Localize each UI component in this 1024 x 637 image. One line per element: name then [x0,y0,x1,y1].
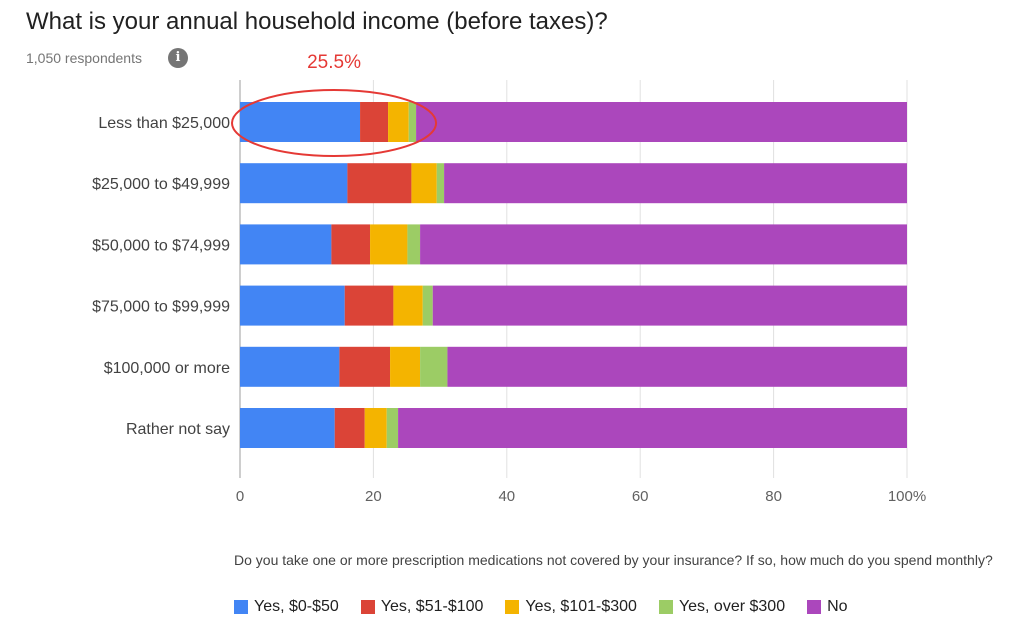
x-tick-label: 0 [236,488,244,505]
bar-segment [407,224,421,265]
bar-segment [444,163,907,204]
legend-swatch [807,600,822,614]
bar-segment [240,285,345,326]
bar-segment [388,102,409,142]
legend-label: No [827,598,848,615]
bar-segment [386,408,399,448]
bar-segment [436,163,445,204]
legend-label: Yes, over $300 [678,598,786,615]
legend-swatch [505,600,520,614]
bar-segment [370,224,408,265]
stacked-bar-chart: 0 20 40 60 80 100% Less than $25,000 $25,000 to… [92,52,926,505]
legend-item: No [807,598,848,616]
bar-segment [393,285,423,326]
category-label: Rather not say [126,421,230,438]
bar-segment [420,346,448,387]
bar-segment [398,408,907,448]
legend-item: Yes, $51-$100 [360,598,484,616]
respondent-count: 1,050 respondents [26,50,142,66]
bar-segment [408,102,417,142]
legend-item: Yes, $0-$50 [234,598,339,616]
annotation-ellipse [231,89,438,157]
bar-segment [416,102,907,142]
info-icon[interactable]: i [168,48,188,68]
x-tick-label: 80 [765,488,782,505]
legend-item: Yes, over $300 [658,598,786,616]
category-label: Less than $25,000 [98,115,230,132]
bar-segment [347,163,412,204]
bar-segment [432,285,907,326]
legend-swatch [234,600,248,614]
bar-segment [360,102,389,142]
bar-segment [390,346,421,387]
bar-segment [331,224,371,265]
annotation-label: 25.5% [307,52,361,73]
x-tick-label: 100% [888,488,926,505]
legend-label: Yes, $101-$300 [525,598,637,615]
bar-segment [240,408,335,448]
legend-swatch [360,600,375,614]
category-label: $25,000 to $49,999 [92,176,230,193]
legend-label: Yes, $0-$50 [254,598,339,615]
bar-segment [240,102,361,142]
legend-item: Yes, $101-$300 [505,598,637,616]
x-tick-label: 20 [365,488,382,505]
bar-segment [422,285,433,326]
bar-segment [334,408,365,448]
bar-segment [240,224,332,265]
chart-title: What is your annual household income (be… [26,8,608,35]
category-label: $100,000 or more [104,360,230,377]
bar-segment [344,285,394,326]
bar-segment [411,163,437,204]
bar-segment [420,224,907,265]
x-tick-label: 40 [498,488,515,505]
x-tick-label: 60 [632,488,649,505]
bar-segment [364,408,387,448]
category-label: $50,000 to $74,999 [92,237,230,254]
category-label: $75,000 to $99,999 [92,299,230,316]
bar-segment [447,346,907,387]
legend-label: Yes, $51-$100 [380,598,484,615]
legend-swatch [658,600,673,614]
bar-segment [240,346,340,387]
legend-question: Do you take one or more prescription med… [234,552,993,568]
chart-legend: Yes, $0-$50 Yes, $51-$100 Yes, $101-$300 Ye… [234,598,870,616]
bar-segment [339,346,391,387]
bar-segment [240,163,348,204]
